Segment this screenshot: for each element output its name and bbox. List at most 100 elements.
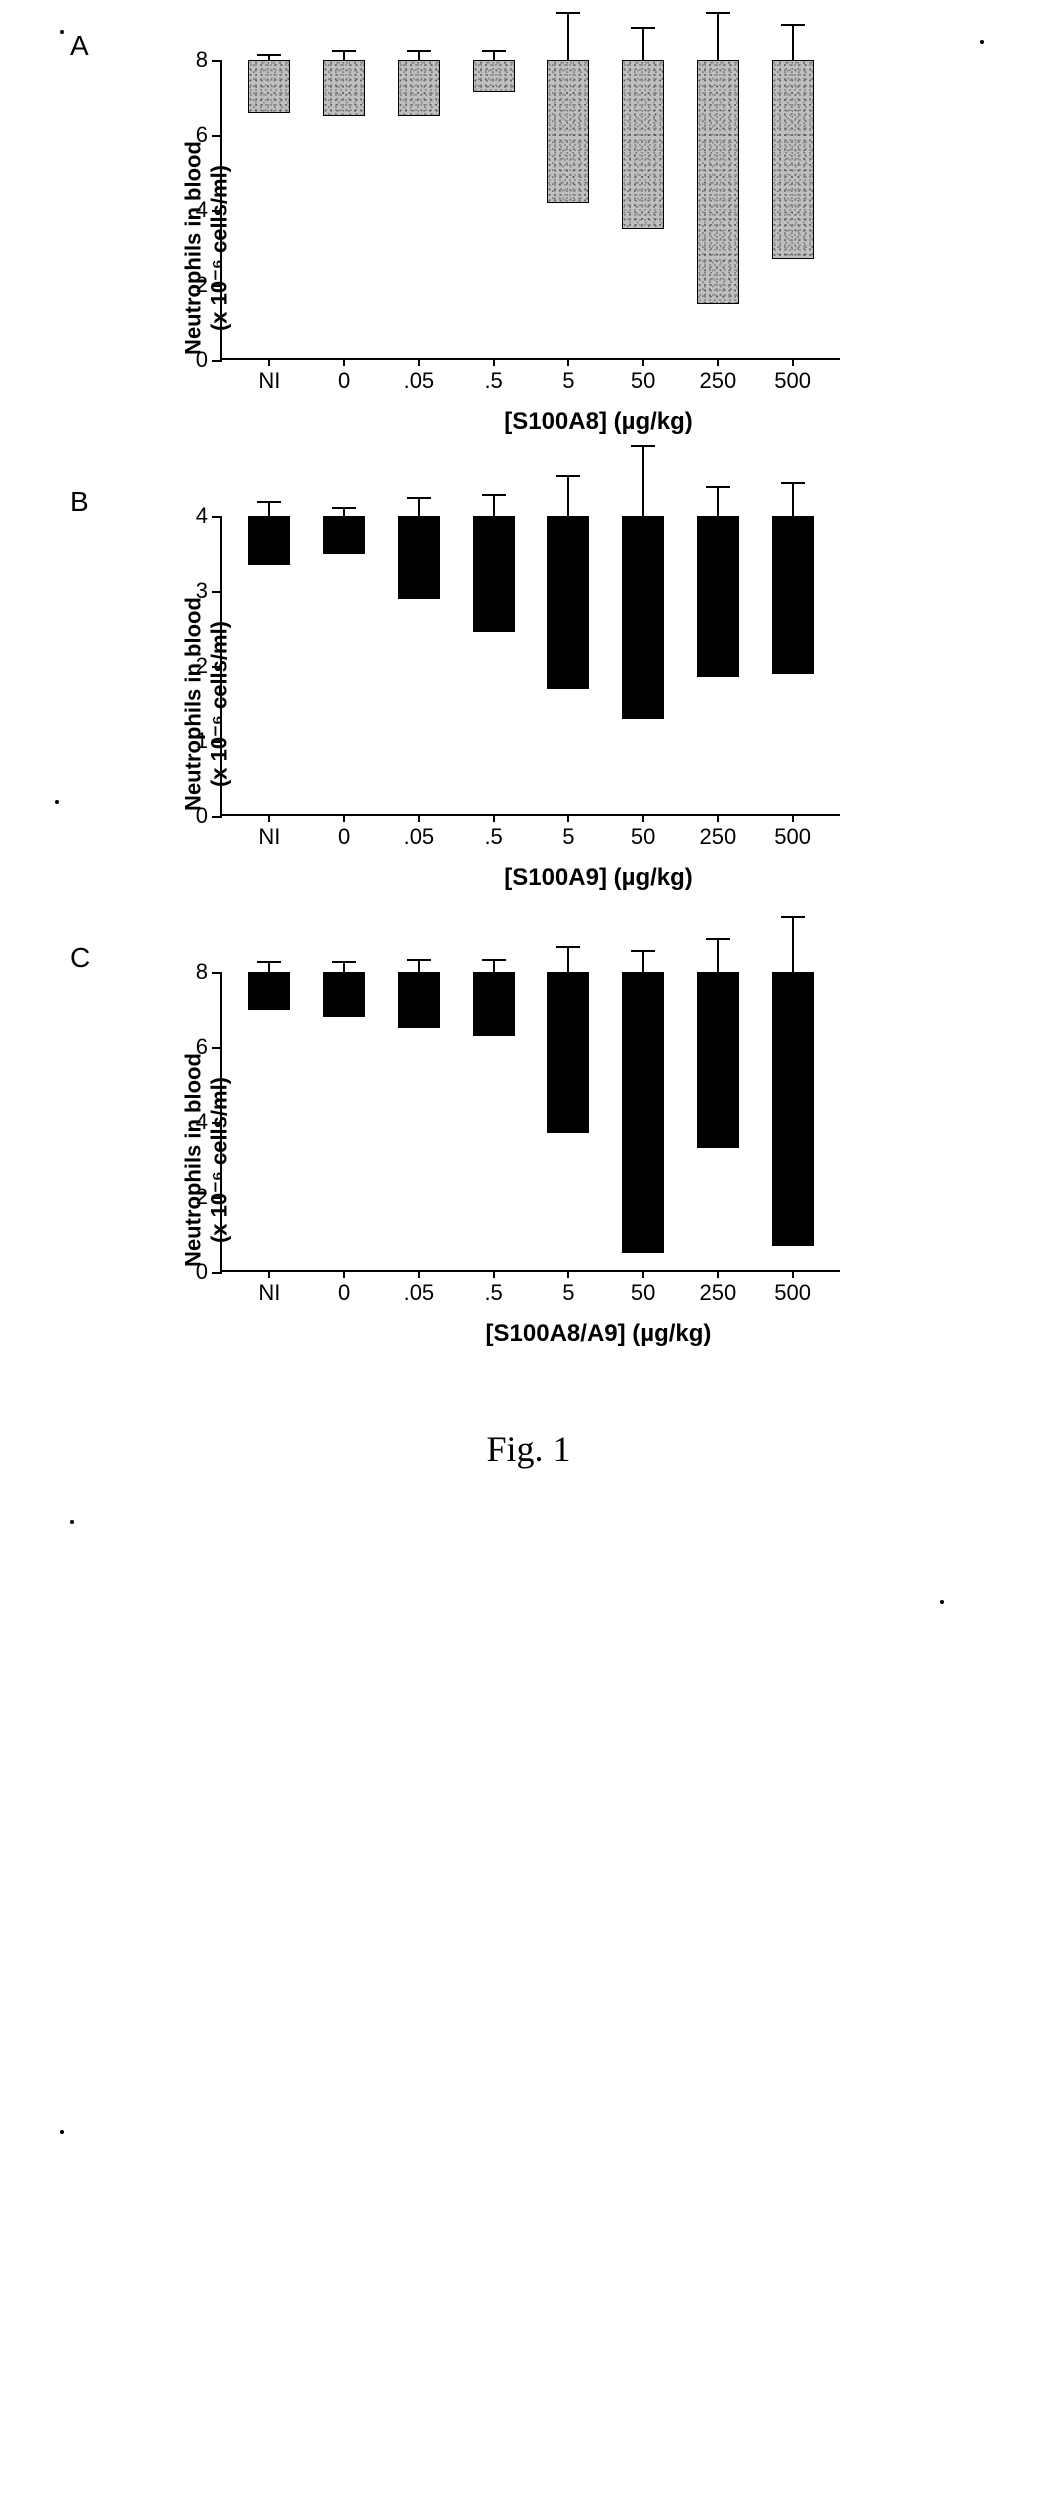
y-tick (212, 1197, 222, 1199)
figure-caption: Fig. 1 (80, 1428, 977, 1470)
error-cap (706, 12, 730, 14)
error-bar (717, 12, 719, 61)
panel-b: BNeutrophils in blood(x 10⁻⁶ cells/ml)01… (80, 496, 977, 892)
x-tick-mark (493, 358, 495, 366)
x-tick-label: 500 (774, 1280, 811, 1306)
panel-a: ANeutrophils in blood(x 10⁻⁶ cells/ml)02… (80, 40, 977, 436)
bar (547, 972, 589, 1133)
bar-slot: 500 (755, 60, 830, 358)
x-tick-mark (717, 814, 719, 822)
noise-dot (55, 800, 59, 804)
error-bar (418, 497, 420, 516)
error-cap (407, 497, 431, 499)
x-tick-label: NI (258, 1280, 280, 1306)
x-tick-label: 50 (631, 824, 655, 850)
y-tick-label: 1 (196, 728, 208, 754)
y-tick-label: 0 (196, 803, 208, 829)
error-cap (257, 54, 281, 56)
error-cap (556, 946, 580, 948)
plot-area: 02468NI0.05.5550250500 (220, 60, 840, 360)
y-tick-label: 2 (196, 272, 208, 298)
x-tick-label: 250 (700, 824, 737, 850)
bar (772, 972, 814, 1246)
chart: Neutrophils in blood(x 10⁻⁶ cells/ml)012… (220, 516, 977, 892)
y-tick (212, 666, 222, 668)
x-tick-label: 5 (562, 1280, 574, 1306)
x-tick-label: 0 (338, 824, 350, 850)
noise-dot (60, 2130, 64, 2134)
bar (473, 516, 515, 632)
figure-container: ANeutrophils in blood(x 10⁻⁶ cells/ml)02… (80, 40, 977, 1348)
error-bar (642, 445, 644, 516)
bar-slot: 0 (307, 60, 382, 358)
y-tick-label: 8 (196, 959, 208, 985)
noise-dot (940, 1600, 944, 1604)
error-cap (482, 50, 506, 52)
x-tick-label: 500 (774, 824, 811, 850)
x-tick-label: .05 (404, 368, 435, 394)
bar (473, 972, 515, 1036)
bar-slot: 500 (755, 516, 830, 814)
x-tick-mark (343, 1270, 345, 1278)
bar (547, 60, 589, 203)
error-bar (343, 50, 345, 61)
x-tick-label: .5 (484, 824, 502, 850)
bar (323, 60, 365, 116)
bar (622, 972, 664, 1253)
error-bar (792, 916, 794, 972)
bar (772, 60, 814, 259)
x-tick-mark (343, 358, 345, 366)
noise-dot (70, 1520, 74, 1524)
bar (622, 60, 664, 229)
bar (323, 516, 365, 554)
error-bar (642, 27, 644, 61)
x-tick-mark (642, 1270, 644, 1278)
chart: Neutrophils in blood(x 10⁻⁶ cells/ml)024… (220, 60, 977, 436)
x-tick-mark (642, 814, 644, 822)
y-tick-label: 6 (196, 122, 208, 148)
error-bar (493, 50, 495, 61)
error-bar (642, 950, 644, 973)
error-cap (407, 50, 431, 52)
bar-slot: 500 (755, 972, 830, 1270)
x-tick-label: NI (258, 368, 280, 394)
y-tick (212, 1122, 222, 1124)
error-bar (493, 959, 495, 972)
y-tick-label: 8 (196, 47, 208, 73)
bar-slot: .5 (456, 60, 531, 358)
y-tick-label: 0 (196, 347, 208, 373)
bar-slot: 5 (531, 972, 606, 1270)
y-tick-label: 4 (196, 197, 208, 223)
error-cap (257, 501, 281, 503)
bar (697, 516, 739, 677)
x-tick-label: .5 (484, 1280, 502, 1306)
y-tick-label: 4 (196, 1109, 208, 1135)
bar (697, 972, 739, 1148)
x-axis-label: [S100A8] (µg/kg) (220, 408, 977, 436)
x-tick-mark (268, 358, 270, 366)
bar (622, 516, 664, 719)
bar-slot: .05 (382, 972, 457, 1270)
y-tick (212, 210, 222, 212)
y-tick (212, 135, 222, 137)
error-cap (631, 445, 655, 447)
error-cap (781, 24, 805, 26)
y-tick (212, 60, 222, 62)
bar-slot: NI (232, 516, 307, 814)
y-tick-label: 2 (196, 1184, 208, 1210)
error-cap (631, 27, 655, 29)
bar (398, 516, 440, 599)
bar-slot: 5 (531, 60, 606, 358)
x-tick-label: 50 (631, 368, 655, 394)
y-tick-label: 6 (196, 1034, 208, 1060)
x-axis-label: [S100A8/A9] (µg/kg) (220, 1320, 977, 1348)
bars-container: NI0.05.5550250500 (222, 972, 840, 1270)
error-cap (706, 486, 730, 488)
x-tick-mark (642, 358, 644, 366)
bar-slot: .5 (456, 972, 531, 1270)
y-tick (212, 360, 222, 362)
y-tick (212, 591, 222, 593)
x-tick-mark (567, 814, 569, 822)
noise-dot (60, 30, 64, 34)
x-tick-label: 5 (562, 368, 574, 394)
